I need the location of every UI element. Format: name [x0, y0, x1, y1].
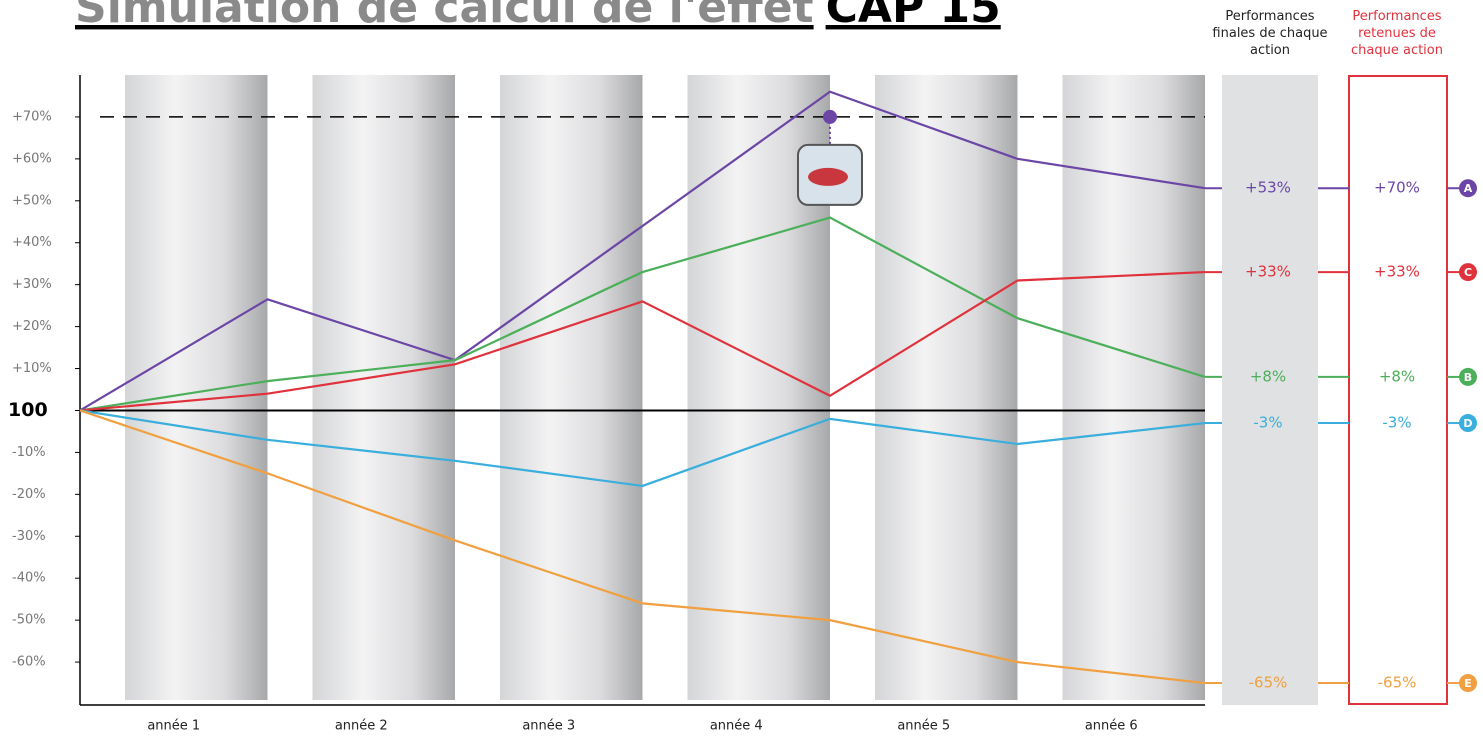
- page: Simulation de calcul de l'effet CAP 15 +7…: [0, 0, 1483, 736]
- y-tick-label: -50%: [12, 613, 46, 628]
- finale-label: -65%: [1249, 674, 1288, 692]
- retenue-label: +8%: [1379, 367, 1415, 385]
- cap-dot: [823, 110, 837, 124]
- y-tick-label: -30%: [12, 529, 46, 544]
- year-column: [500, 75, 643, 700]
- y-tick-label: +30%: [12, 277, 52, 292]
- x-tick-label: année 4: [710, 719, 763, 734]
- finales-column: [1222, 75, 1318, 705]
- year-column: [875, 75, 1018, 700]
- y-tick-label: -10%: [12, 445, 46, 460]
- title-highlight: CAP 15: [826, 0, 1001, 33]
- year-column: [125, 75, 268, 700]
- legend-label: A: [1464, 182, 1473, 195]
- y-tick-label: +60%: [12, 151, 52, 166]
- legend-label: D: [1463, 417, 1472, 430]
- y-tick-label: +20%: [12, 319, 52, 334]
- x-tick-label: année 1: [147, 719, 200, 734]
- finales-title: Performances finales de chaque action: [1211, 8, 1329, 59]
- year-column: [313, 75, 456, 700]
- y-tick-label: +10%: [12, 361, 52, 376]
- x-tick-label: année 3: [522, 719, 575, 734]
- y-tick-label: -20%: [12, 487, 46, 502]
- x-tick-label: année 5: [897, 719, 950, 734]
- chart-title: Simulation de calcul de l'effet CAP 15: [75, 0, 1001, 33]
- legend-label: C: [1464, 266, 1472, 279]
- finale-label: +33%: [1245, 263, 1291, 281]
- y-tick-label: +50%: [12, 193, 52, 208]
- y-tick-label: -40%: [12, 571, 46, 586]
- ice-cube-content: [808, 168, 848, 186]
- retenue-label: -65%: [1378, 674, 1417, 692]
- x-tick-label: année 6: [1085, 719, 1138, 734]
- chart: Simulation de calcul de l'effet CAP 15 +7…: [0, 0, 1483, 736]
- finale-label: -3%: [1253, 414, 1282, 432]
- retenue-label: -3%: [1382, 414, 1411, 432]
- legend-label: B: [1464, 371, 1472, 384]
- y-tick-label: +40%: [12, 235, 52, 250]
- x-tick-label: année 2: [335, 719, 388, 734]
- legend-label: E: [1464, 677, 1472, 690]
- finale-label: +53%: [1245, 179, 1291, 197]
- finale-label: +8%: [1250, 367, 1286, 385]
- title-text: Simulation de calcul de l'effet: [75, 0, 814, 33]
- retenues-column: [1349, 76, 1447, 704]
- retenues-title: Performances retenues de chaque action: [1338, 8, 1456, 59]
- y-tick-label: 100: [8, 399, 48, 421]
- y-tick-label: -60%: [12, 655, 46, 670]
- y-tick-label: +70%: [12, 109, 52, 124]
- retenue-label: +70%: [1374, 179, 1420, 197]
- retenue-label: +33%: [1374, 263, 1420, 281]
